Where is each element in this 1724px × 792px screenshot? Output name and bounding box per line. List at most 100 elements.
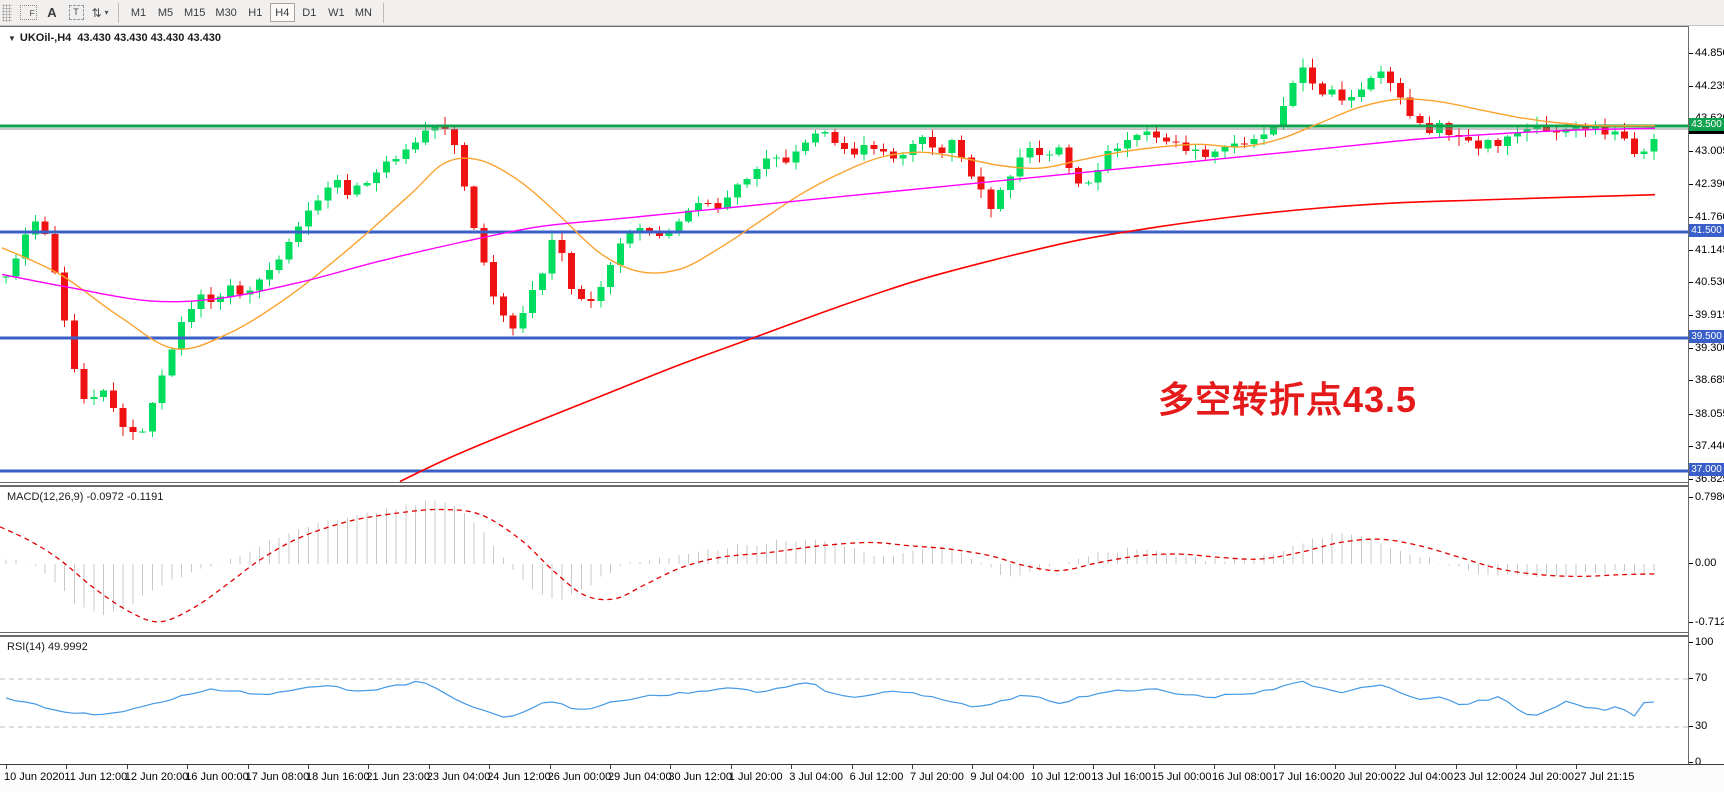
time-tick bbox=[851, 765, 853, 769]
time-label-1: 11 Jun 12:00 bbox=[64, 771, 128, 783]
time-label-17: 10 Jul 12:00 bbox=[1030, 771, 1091, 783]
time-tick bbox=[66, 765, 68, 769]
rsi-panel[interactable]: RSI(14) 49.9992 bbox=[0, 636, 1689, 764]
price-tick-41.145: 41.145 bbox=[1695, 243, 1724, 256]
toolbar-separator bbox=[118, 2, 119, 23]
rsi-tick-30: 30 bbox=[1695, 720, 1708, 732]
time-label-15: 7 Jul 20:00 bbox=[910, 771, 964, 783]
time-tick bbox=[428, 765, 430, 769]
price-axis[interactable]: 44.85044.23543.62043.00542.39041.76041.1… bbox=[1689, 26, 1724, 768]
time-tick bbox=[1395, 765, 1397, 769]
text-box-t-icon: T bbox=[68, 5, 84, 20]
price-tick-38.685: 38.685 bbox=[1695, 374, 1724, 387]
macd-histogram bbox=[5, 500, 1655, 616]
time-label-6: 21 Jun 23:00 bbox=[366, 771, 431, 783]
timeframe-m1[interactable]: M1 bbox=[130, 7, 147, 19]
toolbar-drag-handle[interactable] bbox=[2, 3, 12, 22]
time-label-5: 18 Jun 16:00 bbox=[306, 771, 370, 783]
price-tick-37.440: 37.440 bbox=[1695, 440, 1724, 453]
macd-tick-0.00: 0.00 bbox=[1695, 557, 1717, 569]
axis-tick bbox=[1689, 678, 1693, 679]
axis-tick bbox=[1689, 249, 1693, 251]
timeframe-d1[interactable]: D1 bbox=[302, 7, 317, 19]
arrange-arrows-icon: ⇅ bbox=[91, 5, 102, 20]
timeframe-h1[interactable]: H1 bbox=[248, 7, 263, 19]
chart-symbol: UKOil-,H4 bbox=[19, 32, 72, 44]
timeframe-h4[interactable]: H4 bbox=[269, 3, 295, 22]
time-label-4: 17 Jun 08:00 bbox=[245, 771, 310, 783]
axis-tick bbox=[1689, 217, 1693, 219]
timeframe-buttons: M1 M5 M15 M30 H1 H4 D1 W1 MN bbox=[125, 0, 377, 26]
time-tick bbox=[126, 765, 128, 769]
objects-dropdown-button[interactable]: ⇅ ▾ bbox=[89, 3, 111, 23]
price-tick-44.850: 44.850 bbox=[1695, 47, 1724, 59]
time-label-10: 29 Jun 04:00 bbox=[608, 771, 672, 783]
time-tick bbox=[1093, 765, 1095, 769]
timeframe-m15[interactable]: M15 bbox=[184, 7, 206, 19]
axis-tick bbox=[1689, 380, 1693, 382]
rsi-label: RSI(14) 49.9992 bbox=[7, 641, 88, 653]
time-label-11: 30 Jun 12:00 bbox=[668, 771, 733, 783]
chart-title: ▼ UKOil-,H4 43.430 43.430 43.430 43.430 bbox=[8, 32, 221, 44]
time-tick bbox=[610, 765, 611, 769]
main-toolbar: F A T ⇅ ▾ M1 M5 M15 M30 H1 H4 D1 W1 MN bbox=[0, 0, 1724, 26]
price-chart-panel[interactable]: ▼ UKOil-,H4 43.430 43.430 43.430 43.430 多空… bbox=[0, 26, 1689, 482]
macd-signal-line bbox=[0, 508, 1656, 623]
mid-ma-line bbox=[1, 127, 1656, 303]
price-tag-37.000: 37.000 bbox=[1689, 462, 1724, 476]
axis-tick bbox=[1689, 563, 1693, 564]
text-box-button[interactable]: T bbox=[65, 3, 87, 23]
panel-splitter[interactable] bbox=[0, 632, 1724, 636]
macd-panel[interactable]: MACD(12,26,9) -0.0972 -0.1191 bbox=[0, 486, 1689, 632]
timeframe-mn[interactable]: MN bbox=[354, 7, 372, 19]
fast-ma-line bbox=[1, 98, 1656, 350]
axis-tick bbox=[1689, 53, 1693, 54]
time-label-22: 20 Jul 20:00 bbox=[1332, 771, 1393, 783]
text-label-button[interactable]: A bbox=[41, 3, 63, 23]
price-tag-41.500: 41.500 bbox=[1689, 223, 1724, 237]
indicator-frame-button[interactable]: F bbox=[17, 3, 39, 23]
time-tick bbox=[791, 765, 793, 769]
axis-tick bbox=[1689, 479, 1693, 481]
axis-tick bbox=[1689, 642, 1693, 643]
candles-layer bbox=[2, 58, 1658, 440]
time-tick bbox=[1214, 765, 1215, 769]
price-tick-42.390: 42.390 bbox=[1695, 177, 1724, 190]
price-tick-41.760: 41.760 bbox=[1695, 211, 1724, 224]
symbol-dropdown-icon[interactable]: ▼ bbox=[8, 34, 16, 43]
panel-splitter[interactable] bbox=[0, 482, 1724, 486]
dotted-frame-f-icon: F bbox=[19, 5, 37, 20]
price-tick-43.005: 43.005 bbox=[1695, 144, 1724, 157]
time-tick bbox=[1274, 765, 1276, 769]
time-label-2: 12 Jun 20:00 bbox=[124, 771, 189, 783]
axis-divider bbox=[1688, 26, 1689, 764]
macd-canvas bbox=[0, 500, 1656, 623]
time-tick bbox=[1516, 765, 1517, 769]
timeframe-m5[interactable]: M5 bbox=[157, 7, 174, 19]
price-tick-40.530: 40.530 bbox=[1695, 276, 1724, 289]
timeframe-w1[interactable]: W1 bbox=[328, 7, 345, 19]
chart-quotes: 43.430 43.430 43.430 43.430 bbox=[77, 32, 222, 44]
axis-tick bbox=[1689, 762, 1693, 763]
time-tick bbox=[1032, 765, 1034, 769]
price-tick-36.825: 36.825 bbox=[1695, 473, 1724, 486]
time-axis[interactable]: 10 Jun 2020 11 Jun 12:00 12 Jun 20:00 16 Ju… bbox=[0, 764, 1724, 792]
axis-tick bbox=[1689, 347, 1693, 349]
time-label-25: 24 Jul 20:00 bbox=[1514, 771, 1574, 783]
time-label-7: 23 Jun 04:00 bbox=[426, 771, 491, 783]
toolbar-separator bbox=[382, 2, 384, 23]
axis-tick bbox=[1689, 446, 1693, 448]
axis-tick bbox=[1689, 85, 1693, 87]
timeframe-m30[interactable]: M30 bbox=[215, 7, 237, 19]
time-tick bbox=[1576, 765, 1578, 769]
time-tick bbox=[187, 765, 189, 769]
rsi-canvas bbox=[0, 678, 1688, 728]
annotation-text[interactable]: 多空转折点43.5 bbox=[1158, 379, 1418, 420]
rsi-tick-0: 0 bbox=[1695, 756, 1702, 768]
horizontal-levels-layer bbox=[0, 124, 1688, 473]
time-label-16: 9 Jul 04:00 bbox=[970, 771, 1025, 783]
axis-tick bbox=[1689, 183, 1693, 185]
axis-tick bbox=[1689, 726, 1693, 727]
time-label-21: 17 Jul 16:00 bbox=[1272, 771, 1333, 783]
